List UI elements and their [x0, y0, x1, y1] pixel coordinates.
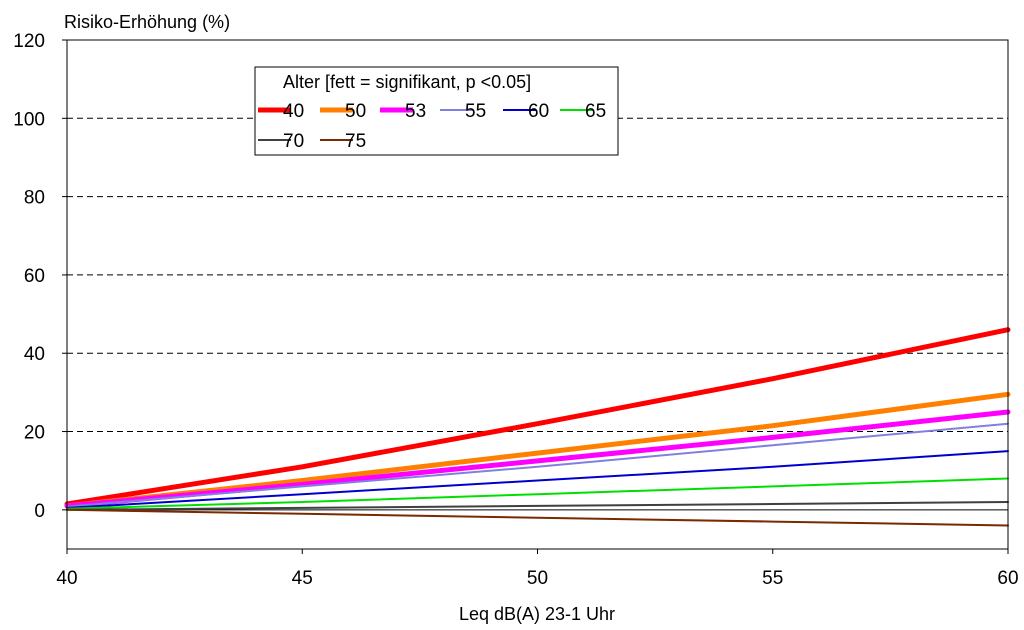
legend-title: Alter [fett = signifikant, p <0.05] [283, 72, 531, 92]
series-lines [64, 327, 1011, 527]
series-line-55 [66, 422, 1009, 508]
x-tick-label: 50 [527, 568, 548, 589]
legend-label-75: 75 [345, 131, 366, 152]
series-line-53 [64, 409, 1011, 509]
legend-label-55: 55 [465, 101, 486, 122]
x-tick-label: 45 [292, 568, 313, 589]
y-tick-label: 120 [13, 31, 45, 52]
legend-label-40: 40 [283, 101, 304, 122]
x-tick-label: 60 [997, 568, 1018, 589]
legend-label-53: 53 [405, 101, 426, 122]
legend: Alter [fett = signifikant, p <0.05] 40 50… [254, 66, 619, 156]
y-axis-title: Risiko-Erhöhung (%) [64, 12, 230, 32]
series-line-50 [64, 391, 1011, 509]
y-tick-label: 100 [13, 109, 45, 130]
legend-label-50: 50 [345, 101, 366, 122]
legend-box [254, 66, 619, 156]
y-tick-label: 40 [24, 344, 45, 365]
legend-label-70: 70 [283, 131, 304, 152]
legend-label-65: 65 [585, 101, 606, 122]
x-axis-title: Leq dB(A) 23-1 Uhr [459, 604, 615, 624]
series-line-40 [64, 327, 1011, 507]
x-tick-label: 55 [762, 568, 783, 589]
legend-label-60: 60 [528, 101, 549, 122]
y-tick-label: 0 [34, 501, 45, 522]
y-tick-label: 20 [24, 423, 45, 444]
x-axis-ticks: 40 45 50 55 60 [56, 549, 1019, 589]
y-tick-label: 60 [24, 266, 45, 287]
legend-items: 40 50 53 55 60 65 70 75 [258, 101, 606, 152]
series-line-65 [66, 477, 1009, 510]
series-line-70 [66, 501, 1009, 511]
y-axis-ticks: 0 20 40 60 80 100 120 [13, 31, 67, 522]
y-tick-label: 80 [24, 188, 45, 209]
series-line-75 [66, 508, 1009, 527]
x-tick-label: 40 [56, 568, 77, 589]
series-line-60 [66, 450, 1009, 509]
